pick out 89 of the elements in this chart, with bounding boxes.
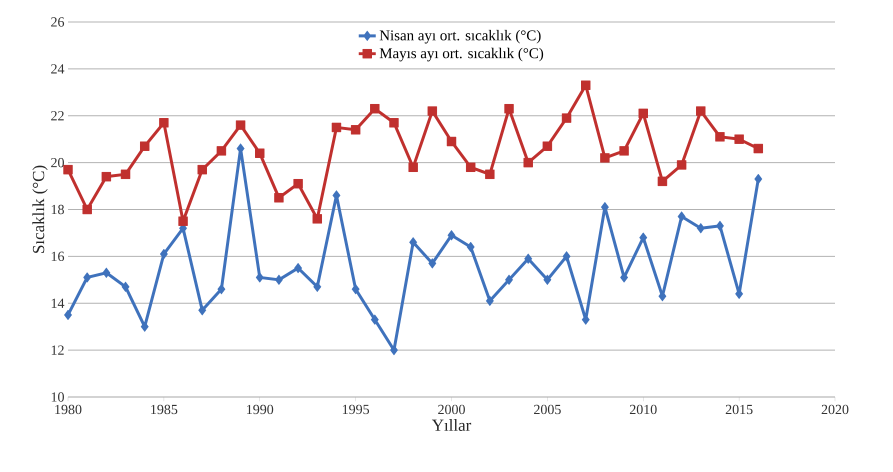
point bbox=[390, 344, 398, 356]
y-tick-label: 16 bbox=[52, 252, 64, 262]
point bbox=[446, 136, 456, 146]
point bbox=[428, 106, 438, 116]
point bbox=[256, 272, 264, 283]
x-tick-label: 1990 bbox=[247, 404, 274, 414]
point bbox=[466, 162, 476, 172]
point bbox=[524, 253, 532, 264]
legend-label: Mayıs ayı ort. sıcaklık (°C) bbox=[380, 48, 544, 62]
point bbox=[620, 272, 628, 283]
point bbox=[350, 125, 360, 135]
point bbox=[448, 230, 456, 240]
point bbox=[505, 274, 514, 286]
point bbox=[409, 237, 418, 248]
point bbox=[140, 321, 149, 332]
point bbox=[217, 284, 226, 294]
x-axis-title: Yıllar bbox=[432, 419, 472, 431]
point bbox=[754, 174, 762, 184]
point bbox=[562, 113, 572, 123]
point bbox=[619, 146, 629, 156]
legend-label: Nisan ayı ort. sıcaklık (°C) bbox=[380, 30, 541, 44]
point bbox=[159, 118, 169, 128]
x-tick-label: 2015 bbox=[726, 404, 753, 414]
x-tick-label: 2000 bbox=[438, 404, 465, 414]
point bbox=[678, 211, 686, 222]
point bbox=[696, 223, 705, 234]
point bbox=[160, 248, 168, 260]
x-tick-label: 2020 bbox=[822, 404, 848, 414]
point bbox=[82, 204, 92, 214]
point bbox=[64, 310, 72, 320]
point bbox=[102, 172, 112, 182]
point bbox=[198, 305, 206, 316]
point bbox=[140, 141, 150, 151]
point bbox=[658, 176, 668, 186]
y-tick-label: 20 bbox=[51, 158, 64, 168]
x-tick-label: 2005 bbox=[534, 404, 561, 414]
point bbox=[696, 106, 706, 116]
y-tick-label: 22 bbox=[51, 111, 64, 120]
y-tick-label: 12 bbox=[52, 345, 64, 355]
x-tick-label: 1985 bbox=[151, 404, 178, 414]
point bbox=[255, 148, 264, 158]
point bbox=[466, 242, 475, 252]
point bbox=[600, 153, 610, 163]
point bbox=[293, 178, 303, 188]
point bbox=[543, 274, 552, 286]
x-tick-label: 1995 bbox=[342, 404, 370, 414]
point bbox=[178, 216, 188, 226]
y-axis-title: Sıcaklık (°C) bbox=[32, 166, 48, 253]
point bbox=[274, 274, 283, 286]
y-tick-label: 26 bbox=[51, 17, 64, 27]
point bbox=[581, 80, 590, 90]
y-tick-label: 24 bbox=[51, 64, 64, 74]
y-tick-label: 10 bbox=[52, 392, 64, 402]
point bbox=[274, 193, 284, 202]
point bbox=[312, 214, 322, 224]
point bbox=[120, 170, 130, 180]
point bbox=[562, 251, 571, 262]
y-tick-label: 14 bbox=[52, 298, 64, 308]
point bbox=[313, 282, 322, 292]
point bbox=[216, 146, 226, 156]
point bbox=[332, 122, 342, 132]
point bbox=[198, 164, 207, 174]
y-tick-label: 18 bbox=[52, 204, 64, 214]
point bbox=[754, 144, 764, 154]
point bbox=[102, 268, 110, 278]
point bbox=[734, 134, 744, 144]
x-tick-label: 2010 bbox=[630, 404, 657, 414]
point bbox=[83, 272, 92, 283]
point bbox=[715, 132, 725, 142]
point bbox=[638, 108, 648, 118]
point bbox=[542, 141, 552, 151]
point bbox=[428, 258, 436, 269]
point bbox=[389, 118, 399, 128]
point bbox=[370, 314, 379, 325]
point bbox=[370, 104, 380, 114]
point bbox=[486, 296, 494, 306]
point bbox=[523, 158, 533, 168]
point bbox=[408, 162, 418, 172]
point bbox=[676, 160, 686, 170]
point bbox=[639, 232, 648, 243]
point bbox=[122, 282, 130, 292]
point bbox=[485, 170, 495, 180]
x-tick-label: 1980 bbox=[55, 404, 82, 414]
point bbox=[294, 262, 302, 274]
point bbox=[504, 104, 514, 114]
point bbox=[716, 220, 724, 232]
point bbox=[63, 164, 73, 174]
point bbox=[352, 284, 360, 294]
point bbox=[236, 120, 246, 130]
